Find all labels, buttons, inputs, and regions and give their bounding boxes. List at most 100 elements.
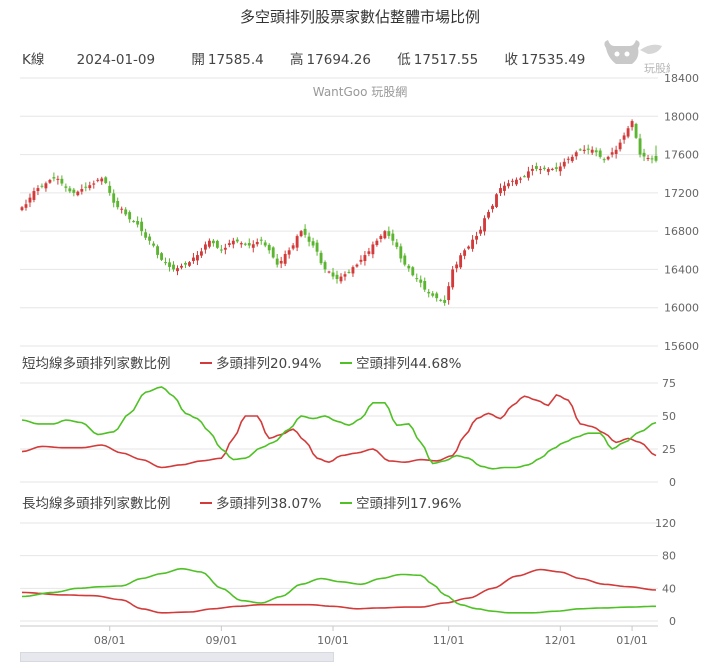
panel1-axis-label: 25 bbox=[662, 443, 676, 456]
candle-body bbox=[578, 149, 582, 151]
candle-body bbox=[431, 293, 435, 296]
candle-body bbox=[459, 255, 463, 268]
candle-body bbox=[112, 193, 116, 203]
candle-body bbox=[92, 183, 96, 185]
candle-body bbox=[40, 185, 44, 187]
candle-body bbox=[403, 255, 407, 265]
high-value: 高 17694.26 bbox=[290, 52, 371, 68]
candle-body bbox=[534, 166, 538, 169]
candle-body bbox=[239, 243, 243, 245]
candle-body bbox=[630, 121, 634, 128]
candle-body bbox=[160, 253, 163, 260]
panel2-legend-series-name: 多頭排列 bbox=[216, 495, 270, 512]
candle-body bbox=[295, 236, 299, 248]
candle-body bbox=[511, 180, 514, 182]
candle-body bbox=[642, 152, 646, 157]
candle-body bbox=[44, 183, 48, 189]
candle-body bbox=[530, 168, 534, 171]
candle-body bbox=[136, 220, 140, 225]
candle-body bbox=[507, 183, 510, 187]
kline-label: K線 bbox=[22, 52, 45, 68]
candle-body bbox=[267, 244, 271, 251]
price-axis-label: 18400 bbox=[664, 72, 699, 85]
wantgoo-logo[interactable]: 玩股網 bbox=[600, 36, 670, 76]
price-axis-label: 17600 bbox=[664, 149, 699, 162]
candle-body bbox=[503, 185, 506, 191]
candle-body bbox=[211, 240, 215, 244]
candle-body bbox=[554, 167, 558, 169]
candle-body bbox=[391, 233, 395, 241]
candle-body bbox=[455, 264, 459, 269]
candle-body bbox=[574, 152, 578, 157]
candle-body bbox=[538, 168, 542, 171]
candle-body bbox=[124, 209, 128, 215]
candle-body bbox=[140, 221, 144, 232]
candle-body bbox=[550, 168, 554, 170]
panel2-legend-series-name: 空頭排列 bbox=[356, 496, 410, 512]
candle-body bbox=[339, 276, 343, 282]
candle-body bbox=[395, 242, 399, 247]
candle-body bbox=[606, 156, 610, 160]
close-value: 收 17535.49 bbox=[504, 52, 586, 68]
candle-body bbox=[76, 191, 80, 196]
low-value: 低 17517.55 bbox=[397, 52, 479, 68]
candle-body bbox=[590, 149, 594, 153]
candle-body bbox=[594, 150, 598, 153]
candle-body bbox=[419, 279, 423, 283]
candle-body bbox=[323, 262, 327, 270]
candle-body bbox=[367, 251, 371, 254]
panel2-legend-series-value: 38.07% bbox=[270, 496, 322, 512]
x-axis-label: 11/01 bbox=[433, 634, 465, 647]
candle-body bbox=[526, 171, 530, 178]
candle-body bbox=[68, 188, 72, 192]
candle-body bbox=[483, 218, 486, 232]
candle-body bbox=[72, 189, 76, 193]
candle-body bbox=[427, 291, 431, 294]
candle-body bbox=[423, 280, 427, 290]
panel2-axis-label: 40 bbox=[662, 582, 676, 595]
candle-body bbox=[399, 246, 403, 259]
panel1-series-line bbox=[21, 386, 657, 470]
chart-title: 多空頭排列股票家數佔整體市場比例 bbox=[239, 8, 480, 26]
candle-body bbox=[243, 243, 247, 245]
candle-body bbox=[487, 212, 490, 218]
x-axis-label: 01/01 bbox=[616, 634, 648, 647]
candle-body bbox=[144, 232, 148, 238]
candle-body bbox=[347, 271, 351, 273]
candle-body bbox=[64, 186, 68, 188]
candle-body bbox=[223, 247, 227, 250]
candle-body bbox=[467, 246, 471, 249]
price-axis-label: 16400 bbox=[664, 263, 699, 276]
candle-body bbox=[303, 228, 307, 235]
panel1-legend-series-name: 多頭排列 bbox=[216, 355, 270, 372]
candle-body bbox=[287, 250, 291, 255]
x-axis-label: 12/01 bbox=[544, 634, 576, 647]
candle-body bbox=[207, 240, 211, 247]
candle-body bbox=[471, 239, 475, 249]
candle-body bbox=[443, 299, 447, 303]
candle-body bbox=[263, 242, 267, 246]
candle-body bbox=[439, 299, 443, 301]
candle-body bbox=[148, 236, 152, 241]
panel2-series-line bbox=[21, 568, 657, 614]
candle-body bbox=[327, 271, 331, 273]
kline-date: 2024-01-09 bbox=[76, 52, 156, 68]
candle-body bbox=[156, 246, 160, 255]
candle-body bbox=[379, 235, 383, 239]
candle-body bbox=[299, 231, 303, 237]
candle-body bbox=[215, 240, 219, 248]
candle-body bbox=[235, 239, 239, 242]
x-axis-label: 08/01 bbox=[94, 634, 126, 647]
candle-body bbox=[192, 257, 195, 262]
candle-body bbox=[80, 189, 84, 192]
candle-body bbox=[383, 231, 387, 239]
candle-body bbox=[343, 274, 347, 277]
candle-body bbox=[48, 179, 52, 183]
candle-body bbox=[451, 269, 455, 288]
kline-ohlc-info: K線 2024-01-09 開 17585.4 高 17694.26 低 17517.… bbox=[22, 48, 607, 68]
candle-body bbox=[654, 155, 658, 161]
x-axis-label: 10/01 bbox=[317, 634, 349, 647]
candle-body bbox=[359, 259, 363, 262]
navigator-scrollbar[interactable] bbox=[20, 652, 334, 662]
price-axis-label: 18000 bbox=[664, 110, 699, 123]
